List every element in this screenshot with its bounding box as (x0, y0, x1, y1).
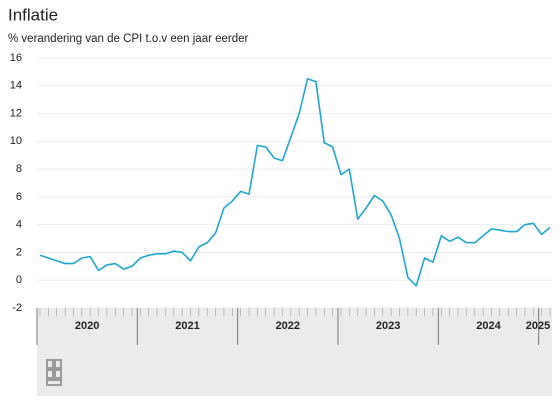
y-tick-label: 4 (16, 219, 22, 231)
x-tick-label: 2023 (376, 320, 400, 332)
x-tick-label: 2025 (526, 320, 550, 332)
y-tick-label: -2 (12, 302, 22, 314)
y-tick-label: 6 (16, 191, 22, 203)
y-tick-label: 12 (10, 107, 22, 119)
y-tick-label: 0 (16, 274, 22, 286)
chart-subtitle: % verandering van de CPI t.o.v een jaar … (8, 33, 249, 45)
y-tick-label: 14 (10, 80, 22, 92)
axis-panel (37, 308, 552, 396)
y-tick-label: 16 (10, 52, 22, 64)
x-tick-label: 2024 (476, 320, 501, 332)
line (39, 78, 551, 287)
logo (46, 359, 62, 386)
y-tick-label: 10 (10, 135, 22, 147)
y-tick-label: 2 (16, 246, 22, 258)
chart-title: Inflatie (8, 5, 58, 24)
x-tick-label: 2021 (175, 320, 199, 332)
x-tick-label: 2022 (276, 320, 300, 332)
y-tick-label: 8 (16, 163, 22, 175)
x-tick-label: 2020 (75, 320, 99, 332)
